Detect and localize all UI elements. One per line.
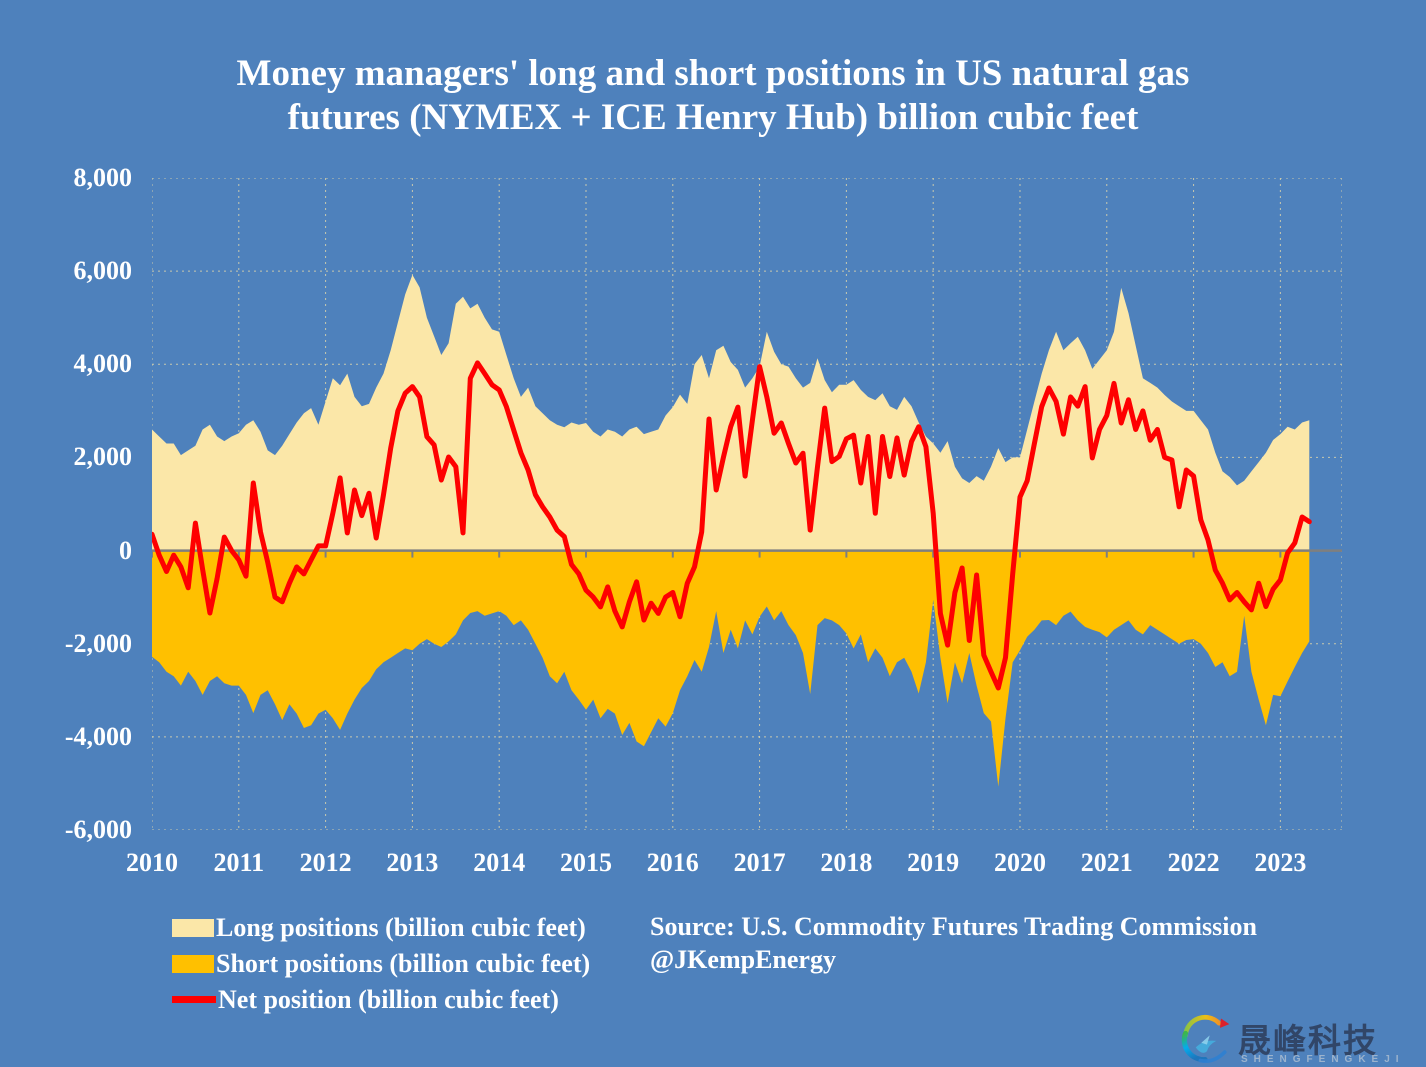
legend-item: Short positions (billion cubic feet): [172, 949, 590, 978]
short-positions-area: [152, 550, 1310, 787]
legend: Long positions (billion cubic feet) Short…: [172, 913, 590, 1021]
source-line1: Source: U.S. Commodity Futures Trading C…: [650, 912, 1257, 941]
x-axis-label: 2018: [820, 848, 873, 877]
x-axis-label: 2011: [213, 848, 265, 877]
x-axis-label: 2012: [299, 848, 352, 877]
x-axis-label: 2021: [1080, 848, 1133, 877]
y-axis-label: 2,000: [73, 442, 133, 472]
legend-label: Long positions (billion cubic feet): [216, 912, 586, 942]
source-line2: @JKempEnergy: [650, 945, 836, 974]
y-axis-label: 4,000: [73, 349, 133, 379]
source-note: Source: U.S. Commodity Futures Trading C…: [650, 910, 1350, 976]
x-axis-label: 2014: [473, 848, 526, 877]
x-axis-label: 2013: [386, 848, 439, 877]
y-axis-label: 0: [119, 535, 132, 565]
x-axis-label: 2017: [733, 848, 786, 877]
x-axis-label: 2015: [559, 848, 612, 877]
legend-item: Long positions (billion cubic feet): [172, 913, 590, 942]
x-axis-label: 2010: [126, 848, 178, 877]
legend-label: Net position (billion cubic feet): [218, 984, 559, 1014]
chart-title: Money managers' long and short positions…: [0, 52, 1426, 140]
legend-label: Short positions (billion cubic feet): [216, 948, 591, 978]
y-axis-label: -6,000: [64, 815, 132, 844]
x-axis-label: 2016: [646, 848, 699, 877]
legend-item: Net position (billion cubic feet): [172, 985, 590, 1014]
y-axis-label: 6,000: [73, 256, 133, 286]
watermark-cn-text: 晟峰科技: [1238, 1021, 1378, 1060]
legend-swatch-long: [172, 918, 214, 937]
y-axis-label: -4,000: [64, 721, 132, 751]
watermark-swirl-icon: [1181, 1014, 1230, 1063]
net-position-line: [152, 360, 1312, 691]
chart-title-line1: Money managers' long and short positions…: [236, 53, 1190, 94]
x-axis-label: 2020: [993, 848, 1046, 877]
y-axis-label: -2,000: [64, 628, 132, 658]
legend-swatch-net: [172, 996, 216, 1003]
x-axis-label: 2022: [1167, 848, 1220, 877]
legend-swatch-short: [172, 954, 214, 973]
watermark-en-text: SHENGFENGKEJI: [1241, 1054, 1405, 1065]
y-axis-label: 8,000: [73, 163, 133, 192]
chart-title-line2: futures (NYMEX + ICE Henry Hub) billion …: [287, 97, 1139, 138]
x-axis-label: 2023: [1254, 848, 1307, 877]
x-axis-label: 2019: [907, 848, 960, 877]
plot-area: [152, 178, 1342, 830]
